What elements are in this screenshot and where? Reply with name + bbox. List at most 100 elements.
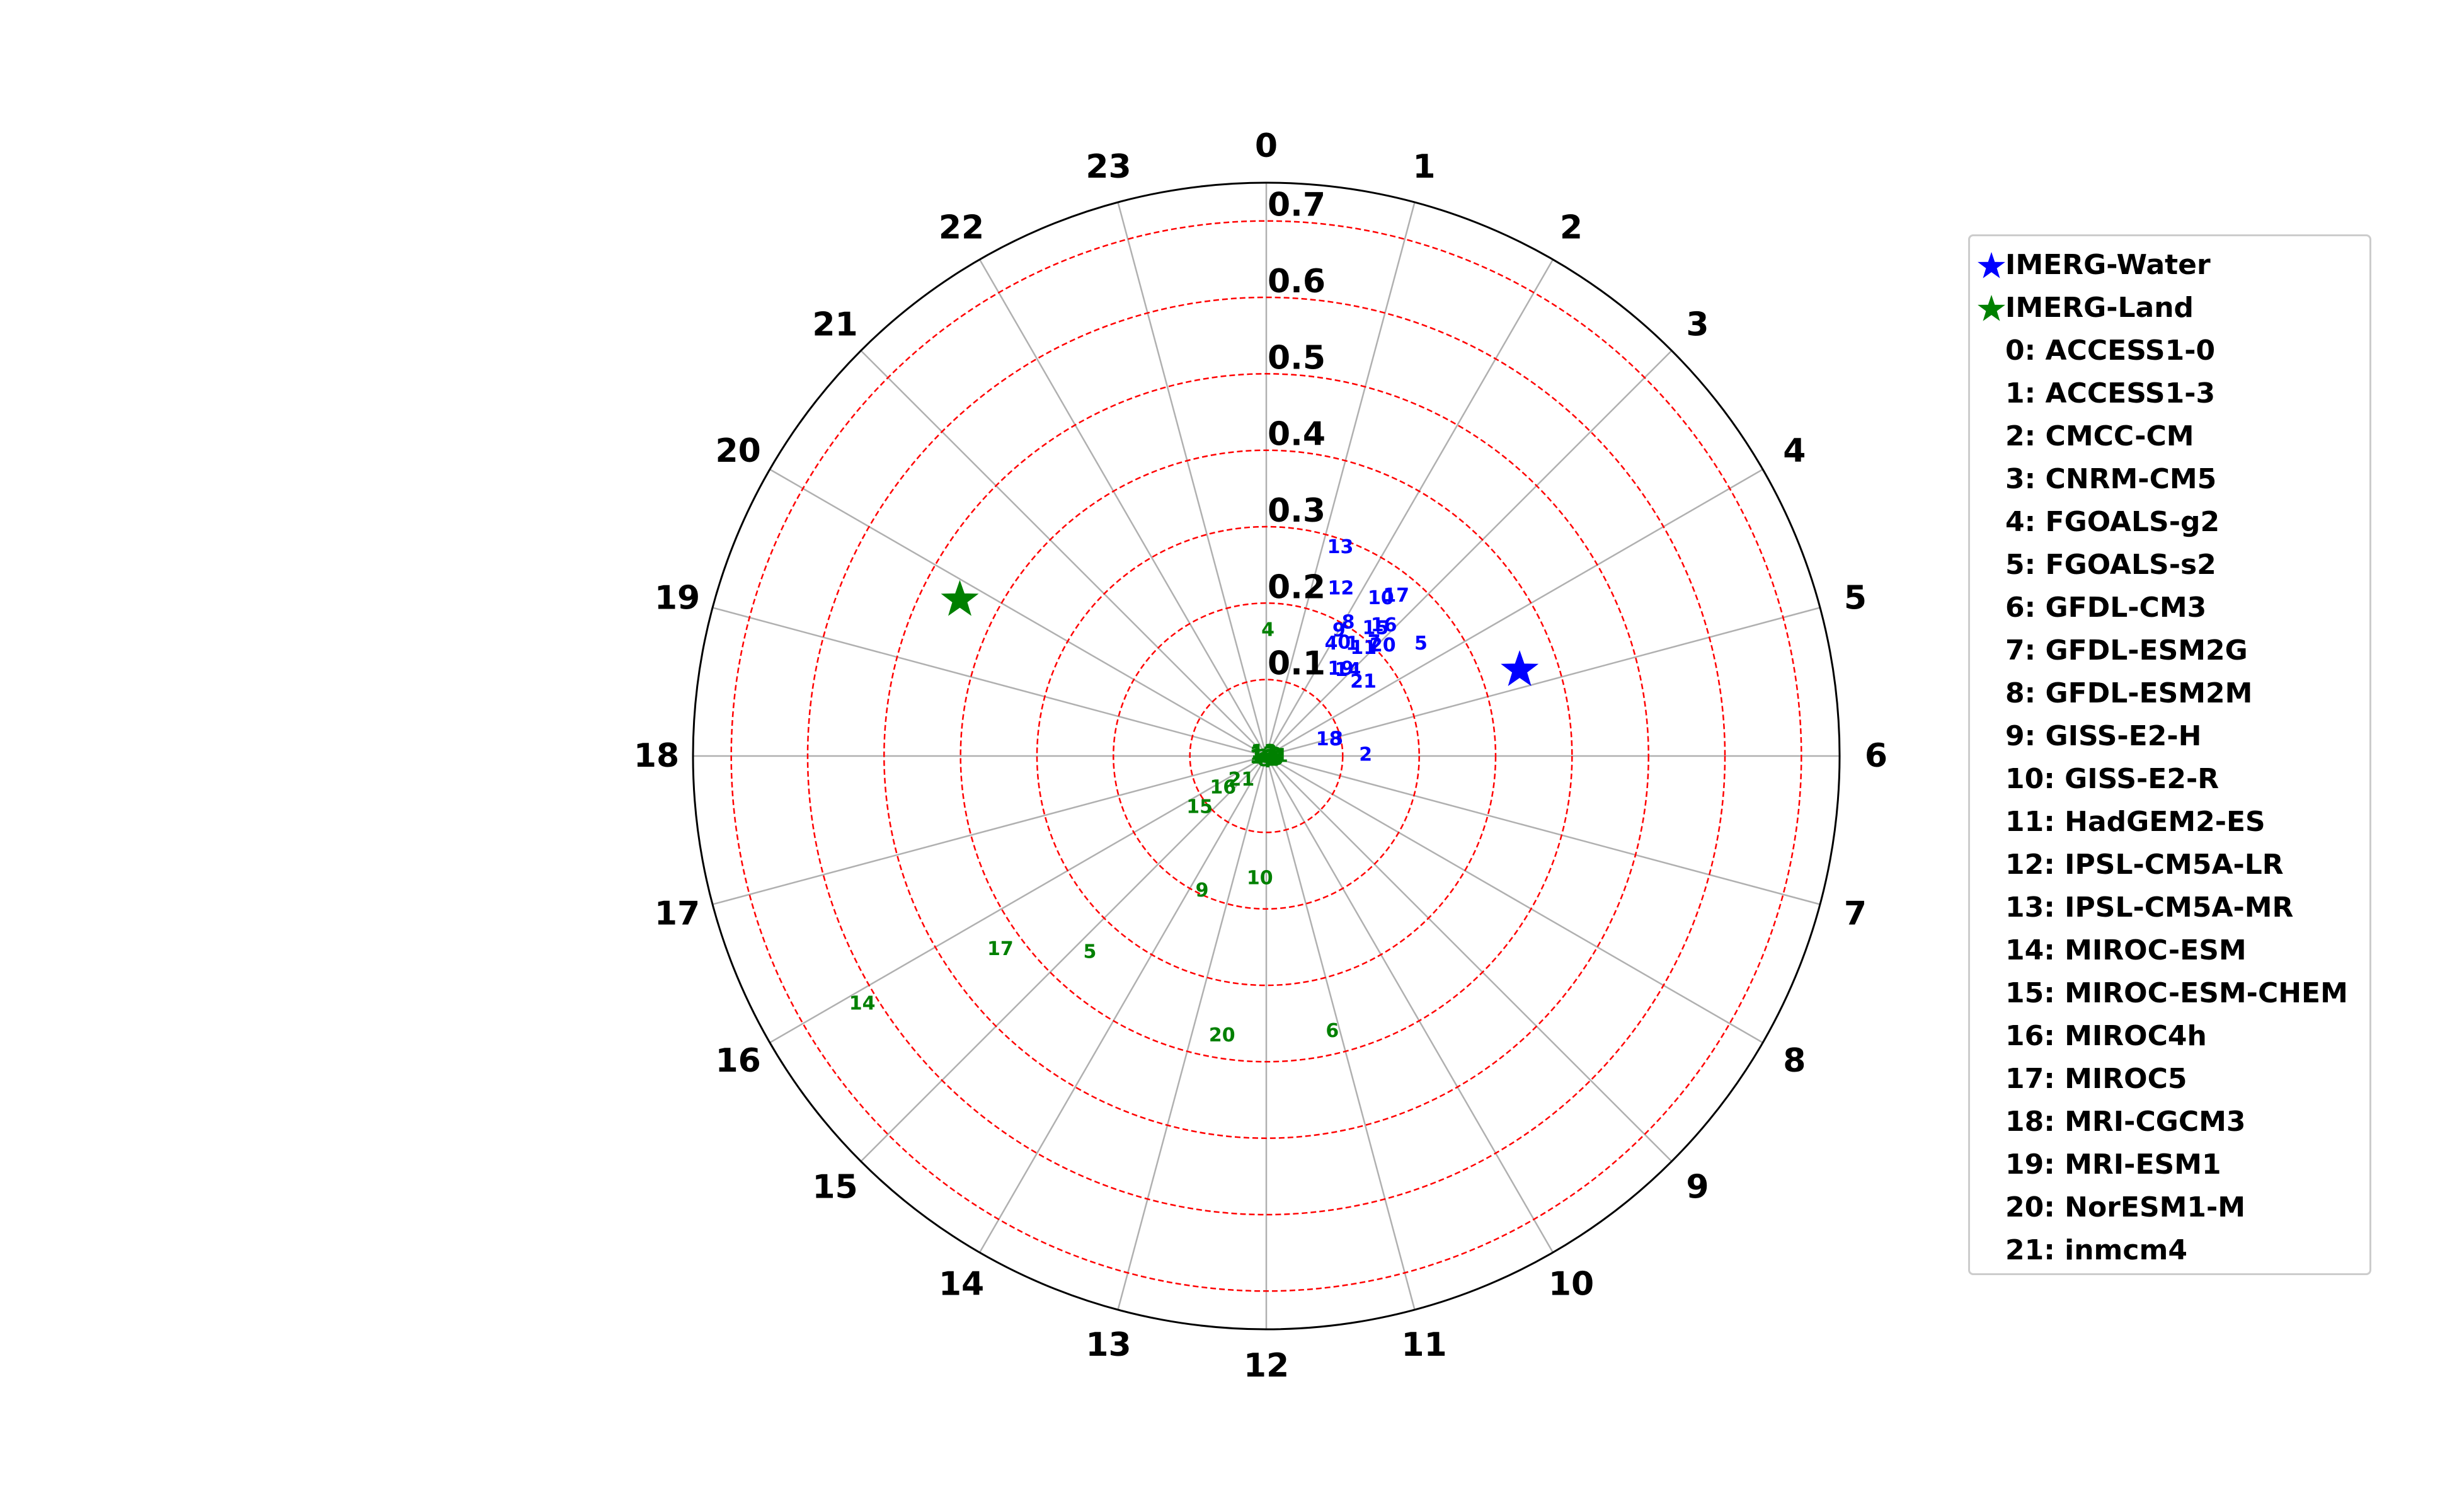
angular-tick-label: 10	[1549, 1265, 1594, 1303]
legend: IMERG-Water IMERG-Land 0: ACCESS1-0 1: ACCE…	[1968, 234, 2371, 1275]
data-point-water: 5	[1414, 633, 1428, 655]
legend-label: 17: MIROC5	[2005, 1063, 2187, 1095]
angular-tick-label: 22	[939, 209, 984, 247]
legend-entry: 0: ACCESS1-0	[1970, 331, 2369, 369]
radial-gridline	[1189, 679, 1344, 833]
angular-gridline	[860, 755, 1267, 1162]
angular-tick-label: 12	[1244, 1347, 1289, 1385]
angular-gridline	[712, 755, 1267, 905]
angular-tick-label: 6	[1865, 737, 1887, 775]
data-point-water: 15	[1363, 617, 1389, 639]
data-point-land: 19	[1249, 746, 1276, 768]
polar-frame	[692, 181, 1841, 1331]
legend-entry: 5: FGOALS-s2	[1970, 545, 2369, 583]
legend-entry: 1: ACCESS1-3	[1970, 374, 2369, 411]
data-point-water: 0	[1337, 632, 1351, 654]
legend-entry: 7: GFDL-ESM2G	[1970, 631, 2369, 668]
angular-tick-label: 21	[812, 306, 857, 344]
data-point-water: 12	[1328, 578, 1354, 600]
legend-label: IMERG-Water	[2005, 249, 2211, 281]
data-point-land: 8	[1257, 749, 1271, 771]
radial-gridline	[959, 449, 1573, 1063]
legend-entry: 6: GFDL-CM3	[1970, 588, 2369, 626]
angular-tick-label: 7	[1844, 895, 1867, 933]
data-point-water: 19	[1327, 658, 1354, 680]
radial-gridline	[730, 220, 1802, 1292]
legend-label: 21: inmcm4	[2005, 1234, 2187, 1266]
angular-tick-label: 11	[1401, 1326, 1446, 1364]
angular-gridline	[1265, 259, 1554, 757]
angular-tick-label: 5	[1844, 580, 1867, 617]
legend-label: 14: MIROC-ESM	[2005, 934, 2247, 966]
data-point-land: 3	[1269, 744, 1282, 766]
angular-gridline	[769, 755, 1267, 1044]
radial-tick-label: 0.5	[1268, 339, 1326, 377]
angular-gridline	[1117, 202, 1268, 757]
data-point-land: 9	[1196, 879, 1209, 902]
data-point-land: 15	[1186, 796, 1213, 818]
legend-entry: 10: GISS-E2-R	[1970, 759, 2369, 797]
data-point-water: 18	[1316, 728, 1343, 750]
data-point-water: 2	[1359, 743, 1372, 765]
data-point-water: 13	[1327, 536, 1354, 558]
angular-tick-label: 15	[812, 1169, 857, 1206]
legend-label: 13: IPSL-CM5A-MR	[2005, 891, 2294, 924]
angular-tick-label: 9	[1686, 1169, 1709, 1206]
legend-label: 15: MIROC-ESM-CHEM	[2005, 977, 2348, 1009]
radial-gridline	[883, 373, 1649, 1139]
legend-entry: 21: inmcm4	[1970, 1230, 2369, 1268]
radial-tick-label: 0.2	[1268, 568, 1326, 606]
radial-tick-label: 0.3	[1268, 492, 1326, 530]
legend-entry: IMERG-Water	[1970, 245, 2369, 283]
data-point-water: 9	[1332, 619, 1346, 641]
angular-tick-label: 23	[1085, 148, 1131, 186]
legend-entry: 9: GISS-E2-H	[1970, 716, 2369, 754]
legend-label: 7: GFDL-ESM2G	[2005, 634, 2248, 667]
data-point-land: 17	[987, 938, 1014, 960]
legend-entry: 16: MIROC4h	[1970, 1016, 2369, 1054]
data-point-land: 12	[1250, 743, 1276, 765]
angular-tick-label: 20	[716, 432, 761, 470]
legend-label: 0: ACCESS1-0	[2005, 335, 2216, 367]
legend-entry: 13: IPSL-CM5A-MR	[1970, 888, 2369, 925]
legend-label: 16: MIROC4h	[2005, 1020, 2207, 1052]
legend-entry: 20: NorESM1-M	[1970, 1188, 2369, 1225]
angular-gridline	[978, 755, 1268, 1253]
legend-entry: 11: HadGEM2-ES	[1970, 802, 2369, 840]
angular-tick-label: 0	[1255, 127, 1278, 165]
angular-tick-label: 13	[1085, 1326, 1131, 1364]
data-point-land: 14	[849, 993, 876, 1015]
data-point-water: 20	[1370, 634, 1396, 656]
data-point-water: 8	[1342, 611, 1355, 633]
angular-gridline	[978, 259, 1268, 757]
data-point-water: 3	[1331, 728, 1344, 750]
data-point-land: 4	[1261, 619, 1274, 641]
legend-label: 20: NorESM1-M	[2005, 1191, 2246, 1223]
angular-tick-label: 16	[716, 1042, 761, 1080]
legend-label: 8: GFDL-ESM2M	[2005, 677, 2253, 709]
angular-tick-label: 1	[1412, 148, 1435, 186]
angular-gridline	[1266, 755, 1763, 1044]
angular-gridline	[1265, 202, 1416, 757]
data-point-land: 16	[1210, 776, 1236, 798]
angular-gridline	[1266, 607, 1821, 757]
legend-label: 2: CMCC-CM	[2005, 420, 2194, 452]
data-point-land: 21	[1228, 769, 1255, 791]
angular-gridline	[860, 350, 1267, 757]
data-point-land: 11	[1251, 747, 1277, 769]
legend-label: 3: CNRM-CM5	[2005, 463, 2217, 495]
legend-label: 4: FGOALS-g2	[2005, 506, 2220, 538]
legend-entry: 3: CNRM-CM5	[1970, 459, 2369, 497]
legend-entry: 14: MIROC-ESM	[1970, 931, 2369, 968]
legend-label: 5: FGOALS-s2	[2005, 549, 2216, 581]
legend-label: 12: IPSL-CM5A-LR	[2005, 849, 2284, 881]
grid-layer	[692, 181, 1841, 1331]
data-point-water: 16	[1371, 614, 1397, 636]
data-point-land: 18	[1257, 745, 1283, 767]
legend-label: 1: ACCESS1-3	[2005, 377, 2216, 410]
data-point-water: 10	[1368, 587, 1394, 609]
angular-tick-label: 17	[655, 895, 700, 933]
